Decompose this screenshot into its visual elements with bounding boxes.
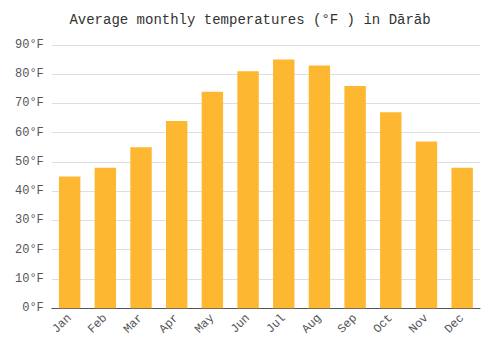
- svg-text:80°F: 80°F: [15, 67, 44, 81]
- svg-text:Average monthly temperatures (: Average monthly temperatures (°F ) in Dā…: [69, 12, 430, 28]
- svg-text:Sep: Sep: [335, 311, 360, 336]
- svg-text:Jun: Jun: [228, 311, 253, 336]
- svg-text:May: May: [192, 311, 217, 336]
- svg-text:90°F: 90°F: [15, 38, 44, 52]
- svg-text:Apr: Apr: [156, 311, 181, 336]
- svg-text:Feb: Feb: [85, 311, 110, 336]
- svg-text:Oct: Oct: [371, 311, 396, 336]
- svg-text:70°F: 70°F: [15, 96, 44, 110]
- svg-text:Nov: Nov: [406, 311, 431, 336]
- svg-text:Aug: Aug: [299, 311, 324, 336]
- svg-text:60°F: 60°F: [15, 126, 44, 140]
- svg-text:40°F: 40°F: [15, 184, 44, 198]
- svg-text:Mar: Mar: [121, 311, 146, 336]
- svg-text:Jul: Jul: [264, 311, 289, 336]
- svg-text:20°F: 20°F: [15, 243, 44, 257]
- svg-text:10°F: 10°F: [15, 272, 44, 286]
- svg-text:0°F: 0°F: [22, 301, 44, 315]
- svg-text:Jan: Jan: [49, 311, 74, 336]
- svg-text:50°F: 50°F: [15, 155, 44, 169]
- svg-text:Dec: Dec: [442, 311, 467, 336]
- svg-text:30°F: 30°F: [15, 213, 44, 227]
